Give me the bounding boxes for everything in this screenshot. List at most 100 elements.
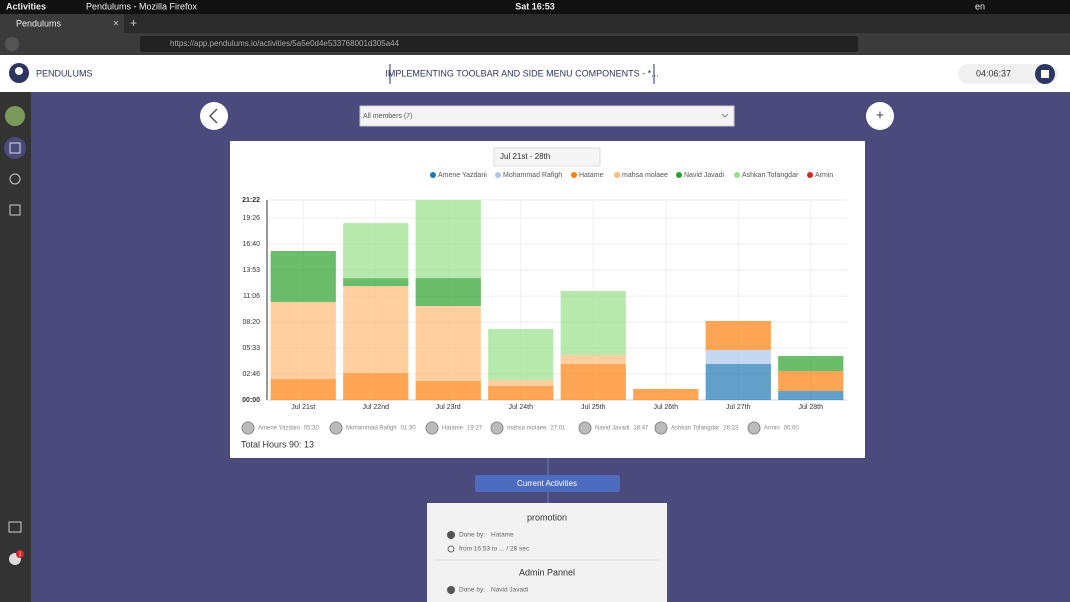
bar-segment: [415, 278, 481, 307]
add-button[interactable]: [866, 102, 894, 130]
new-tab[interactable]: +: [130, 16, 137, 30]
members-select[interactable]: [359, 105, 735, 127]
sidebar: [0, 92, 31, 602]
language[interactable]: en: [975, 1, 985, 11]
member-time: 01:30: [401, 426, 417, 432]
user-avatar: [447, 531, 455, 539]
bar-segment: [415, 200, 481, 279]
current-activities-button[interactable]: [475, 475, 620, 492]
prev-button[interactable]: [200, 102, 228, 130]
member-time: 18:47: [633, 426, 649, 432]
dashboard-icon[interactable]: [4, 137, 26, 159]
member-name: Hatame: [442, 426, 464, 432]
x-tick-label: Jul 27th: [726, 404, 751, 411]
badge: [16, 550, 24, 558]
y-tick-label: 05:33: [242, 345, 260, 352]
legend-label: Ashkan Tofangdar: [742, 172, 799, 179]
member-name: Armin: [764, 426, 780, 432]
logout-icon[interactable]: [8, 521, 22, 533]
total-hours: Total Hours 90: 13: [241, 439, 314, 449]
stop-icon: [1041, 70, 1049, 78]
member-time: 05:30: [304, 426, 320, 432]
tab-title: Pendulums: [16, 18, 62, 28]
y-tick-label: 16:40: [242, 241, 260, 248]
notifications-icon[interactable]: [9, 173, 21, 185]
member-time: 19:27: [467, 426, 483, 432]
legend-label: Amene Yazdani: [438, 172, 487, 179]
add-icon: +: [876, 107, 884, 123]
member-avatar: [241, 421, 255, 435]
member-time: 00:00: [784, 426, 800, 432]
gifts-icon[interactable]: [9, 204, 21, 216]
bar-segment: [705, 363, 771, 400]
bar-segment: [415, 381, 481, 400]
tab[interactable]: [0, 14, 124, 33]
legend-label: Armin: [815, 172, 833, 179]
x-tick-label: Jul 21st: [291, 404, 315, 411]
member-name: Amene Yazdani: [258, 426, 300, 432]
url-field[interactable]: [140, 36, 858, 52]
member-time: 26:23: [723, 426, 739, 432]
activity-card: [427, 503, 667, 602]
legend-label: Navid Javadi: [684, 172, 725, 179]
bar-segment: [778, 391, 844, 400]
activity-time: from 16:53 to ... / 28 sec: [459, 546, 530, 553]
bar-segment: [560, 363, 626, 400]
bar-segment: [343, 373, 409, 400]
member-avatar: [654, 421, 668, 435]
x-tick-label: Jul 25th: [581, 404, 606, 411]
activity-name: promotion: [527, 512, 567, 522]
legend-swatch: [807, 172, 813, 178]
app-header: [0, 55, 1070, 92]
prev-arrow: [209, 108, 218, 124]
bar-segment: [560, 354, 626, 364]
date-range-box[interactable]: [493, 147, 601, 167]
bar-segment: [705, 320, 771, 350]
legend-swatch: [676, 172, 682, 178]
member-name: Mohammad Rafigh: [346, 426, 397, 432]
done-by-label: Done by:: [459, 532, 485, 539]
window-title: Pendulums - Mozilla Firefox: [86, 1, 198, 11]
y-tick-label: 21:22: [242, 197, 260, 204]
dashboard-glyph: [9, 142, 21, 154]
activities-button[interactable]: Activities: [6, 1, 46, 11]
y-tick-label: 00:00: [242, 397, 260, 404]
y-tick-label: 08:20: [242, 319, 260, 326]
legend-swatch: [614, 172, 620, 178]
y-tick-label: 02:46: [242, 371, 260, 378]
tab-close[interactable]: ×: [113, 19, 119, 30]
legend-swatch: [734, 172, 740, 178]
bar-segment: [488, 379, 554, 386]
back-button[interactable]: [5, 37, 19, 51]
user-avatar[interactable]: [5, 106, 25, 126]
member-time: 27:01: [550, 426, 566, 432]
bar-segment: [343, 223, 409, 279]
clock-icon: [447, 545, 455, 553]
legend-label: mahsa molaee: [622, 172, 668, 179]
badge-count: 1: [19, 551, 22, 557]
current-activities-label: Current Activities: [517, 479, 577, 488]
done-by-user: Navid Javadi: [491, 587, 528, 594]
member-avatar: [578, 421, 592, 435]
activity-name: Admin Pannel: [519, 567, 575, 577]
bar-segment: [343, 286, 409, 374]
bar-segment: [778, 356, 844, 371]
legend-swatch: [495, 172, 501, 178]
user-avatar: [447, 586, 455, 594]
y-tick-label: 19:26: [242, 215, 260, 222]
legend-label: Mohammad Rafigh: [503, 172, 562, 179]
brand: PENDULUMS: [36, 68, 93, 78]
member-avatar: [747, 421, 761, 435]
members-filter: All members (7): [363, 113, 412, 120]
member-name: Ashkan Tofangdar: [671, 426, 719, 432]
member-avatar: [329, 421, 343, 435]
y-tick-label: 13:53: [242, 267, 260, 274]
x-tick-label: Jul 28th: [798, 404, 823, 411]
bar-segment: [415, 306, 481, 382]
bar-segment: [560, 290, 626, 355]
bar-segment: [778, 370, 844, 392]
member-name: Navid Javadi: [595, 426, 629, 432]
member-avatar: [425, 421, 439, 435]
